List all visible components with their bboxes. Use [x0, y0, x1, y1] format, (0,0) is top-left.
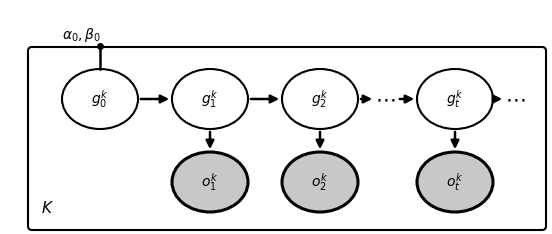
Ellipse shape	[417, 152, 493, 212]
Ellipse shape	[172, 69, 248, 129]
Text: $o_1^k$: $o_1^k$	[201, 171, 219, 193]
Text: $g_0^k$: $g_0^k$	[91, 88, 109, 110]
Text: $o_2^k$: $o_2^k$	[311, 171, 328, 193]
Text: K: K	[42, 201, 52, 216]
Text: $\cdots$: $\cdots$	[505, 89, 526, 109]
Ellipse shape	[417, 69, 493, 129]
Ellipse shape	[282, 69, 358, 129]
Ellipse shape	[172, 152, 248, 212]
Ellipse shape	[62, 69, 138, 129]
FancyBboxPatch shape	[28, 47, 546, 230]
Text: $g_t^k$: $g_t^k$	[446, 88, 464, 110]
Text: $o_t^k$: $o_t^k$	[447, 171, 464, 193]
Text: $\cdots$: $\cdots$	[375, 89, 395, 109]
Text: $g_2^k$: $g_2^k$	[311, 88, 328, 110]
Text: $g_1^k$: $g_1^k$	[201, 88, 219, 110]
Text: $\alpha_0, \beta_0$: $\alpha_0, \beta_0$	[62, 26, 101, 44]
Ellipse shape	[282, 152, 358, 212]
